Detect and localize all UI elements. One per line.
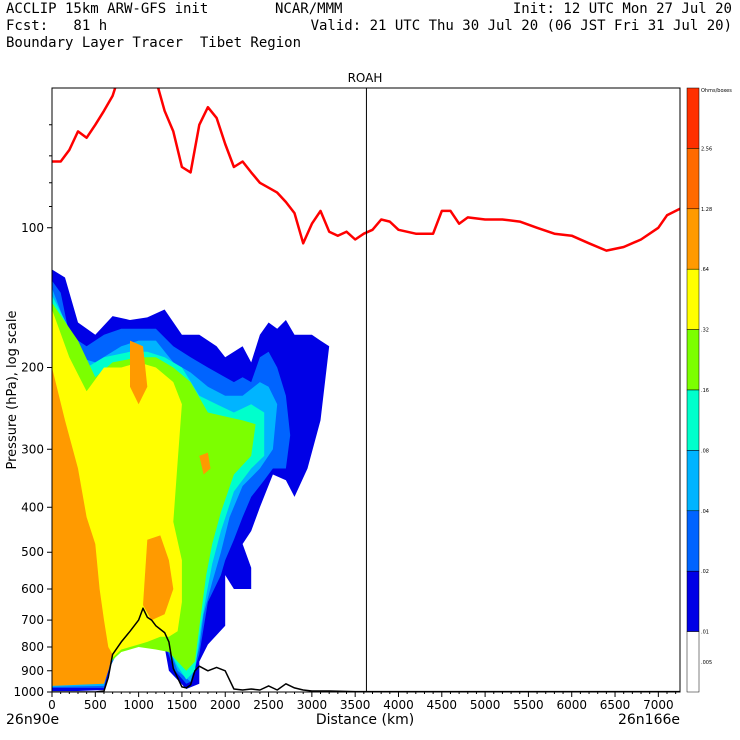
profile-lines <box>52 88 680 692</box>
x-tick-label: 6500 <box>600 698 631 712</box>
x-tick-label: 5000 <box>470 698 501 712</box>
x-axis: 0 500 1000 1500 2000 2500 3000 3500 4000 4500 5000… <box>48 692 677 712</box>
x-start-label: 26n90e <box>6 712 59 728</box>
y-tick-label: 300 <box>21 442 44 456</box>
colorbar-label: .16 <box>701 388 709 394</box>
x-tick-label: 1500 <box>167 698 198 712</box>
x-tick-label: 4500 <box>427 698 458 712</box>
x-tick-label: 5500 <box>513 698 544 712</box>
header-init-time: Init: 12 UTC Mon 27 Jul 20 <box>512 1 732 17</box>
x-tick-label: 1000 <box>123 698 154 712</box>
y-tick-label: 700 <box>21 613 44 627</box>
tracer-shading <box>52 269 330 691</box>
header-field-name: Boundary Layer Tracer Tibet Region <box>6 35 302 51</box>
colorbar-label: 1.28 <box>701 207 712 213</box>
plot-frame <box>51 87 681 693</box>
x-tick-label: 500 <box>84 698 107 712</box>
colorbar-swatch <box>686 631 700 693</box>
x-tick-label: 3500 <box>340 698 371 712</box>
colorbar-label: .02 <box>701 569 709 575</box>
y-tick-label: 400 <box>21 500 44 514</box>
y-tick-label: 1000 <box>13 685 44 699</box>
tracer-band-64d <box>199 452 211 475</box>
tropopause-line <box>52 88 680 252</box>
y-tick-label: 600 <box>21 582 44 596</box>
y-tick-label: 900 <box>21 664 44 678</box>
header-title-left: ACCLIP 15km ARW-GFS init <box>6 1 209 17</box>
header-org: NCAR/MMM <box>275 1 343 17</box>
colorbar-swatch <box>686 510 700 572</box>
colorbar-label: .32 <box>701 328 709 334</box>
y-tick-label: 500 <box>21 545 44 559</box>
colorbar-swatch <box>686 329 700 391</box>
colorbar-label: .08 <box>701 448 709 454</box>
y-tick-label: 200 <box>21 361 44 375</box>
tracer-band-64 <box>52 367 113 686</box>
colorbar-swatch <box>686 450 700 512</box>
x-tick-label: 2000 <box>210 698 241 712</box>
x-end-label: 26n166e <box>618 712 680 728</box>
colorbar-swatch <box>686 570 700 632</box>
y-axis-label: Pressure (hPa), log scale <box>5 311 20 470</box>
colorbar-label: Ohms/boxes <box>701 88 732 94</box>
tracer-band-64c <box>130 340 148 405</box>
header-forecast-hour: Fcst: 81 h <box>6 18 108 34</box>
colorbar-swatch <box>686 389 700 451</box>
terrain-line <box>52 607 680 692</box>
colorbar-label: .005 <box>701 660 712 666</box>
y-axis: 100 200 300 400 500 600 700 800 900 1000 <box>13 124 52 699</box>
colorbar-swatch <box>686 148 700 210</box>
header-valid-time: Valid: 21 UTC Thu 30 Jul 20 (06 JST Fri … <box>310 18 732 34</box>
x-axis-label: Distance (km) <box>316 712 414 728</box>
x-tick-label: 6000 <box>556 698 587 712</box>
colorbar-swatch <box>686 208 700 270</box>
colorbar-label: .01 <box>701 630 709 636</box>
x-tick-label: 2500 <box>253 698 284 712</box>
y-tick-label: 800 <box>21 640 44 654</box>
x-tick-label: 0 <box>48 698 56 712</box>
colorbar: Ohms/boxes 2.56 1.28 .64 .32 .16 .08 .04 .02 .01.… <box>686 87 732 693</box>
chart-title: ROAH <box>348 71 383 85</box>
y-tick-label: 100 <box>21 221 44 235</box>
colorbar-swatch <box>686 87 700 149</box>
x-tick-label: 7000 <box>643 698 674 712</box>
colorbar-label: 2.56 <box>701 146 712 152</box>
colorbar-swatch <box>686 268 700 330</box>
colorbar-label: .04 <box>701 509 709 515</box>
tracer-band-64b <box>143 535 174 621</box>
x-tick-label: 4000 <box>383 698 414 712</box>
x-tick-label: 3000 <box>297 698 328 712</box>
colorbar-label: .64 <box>701 267 709 273</box>
